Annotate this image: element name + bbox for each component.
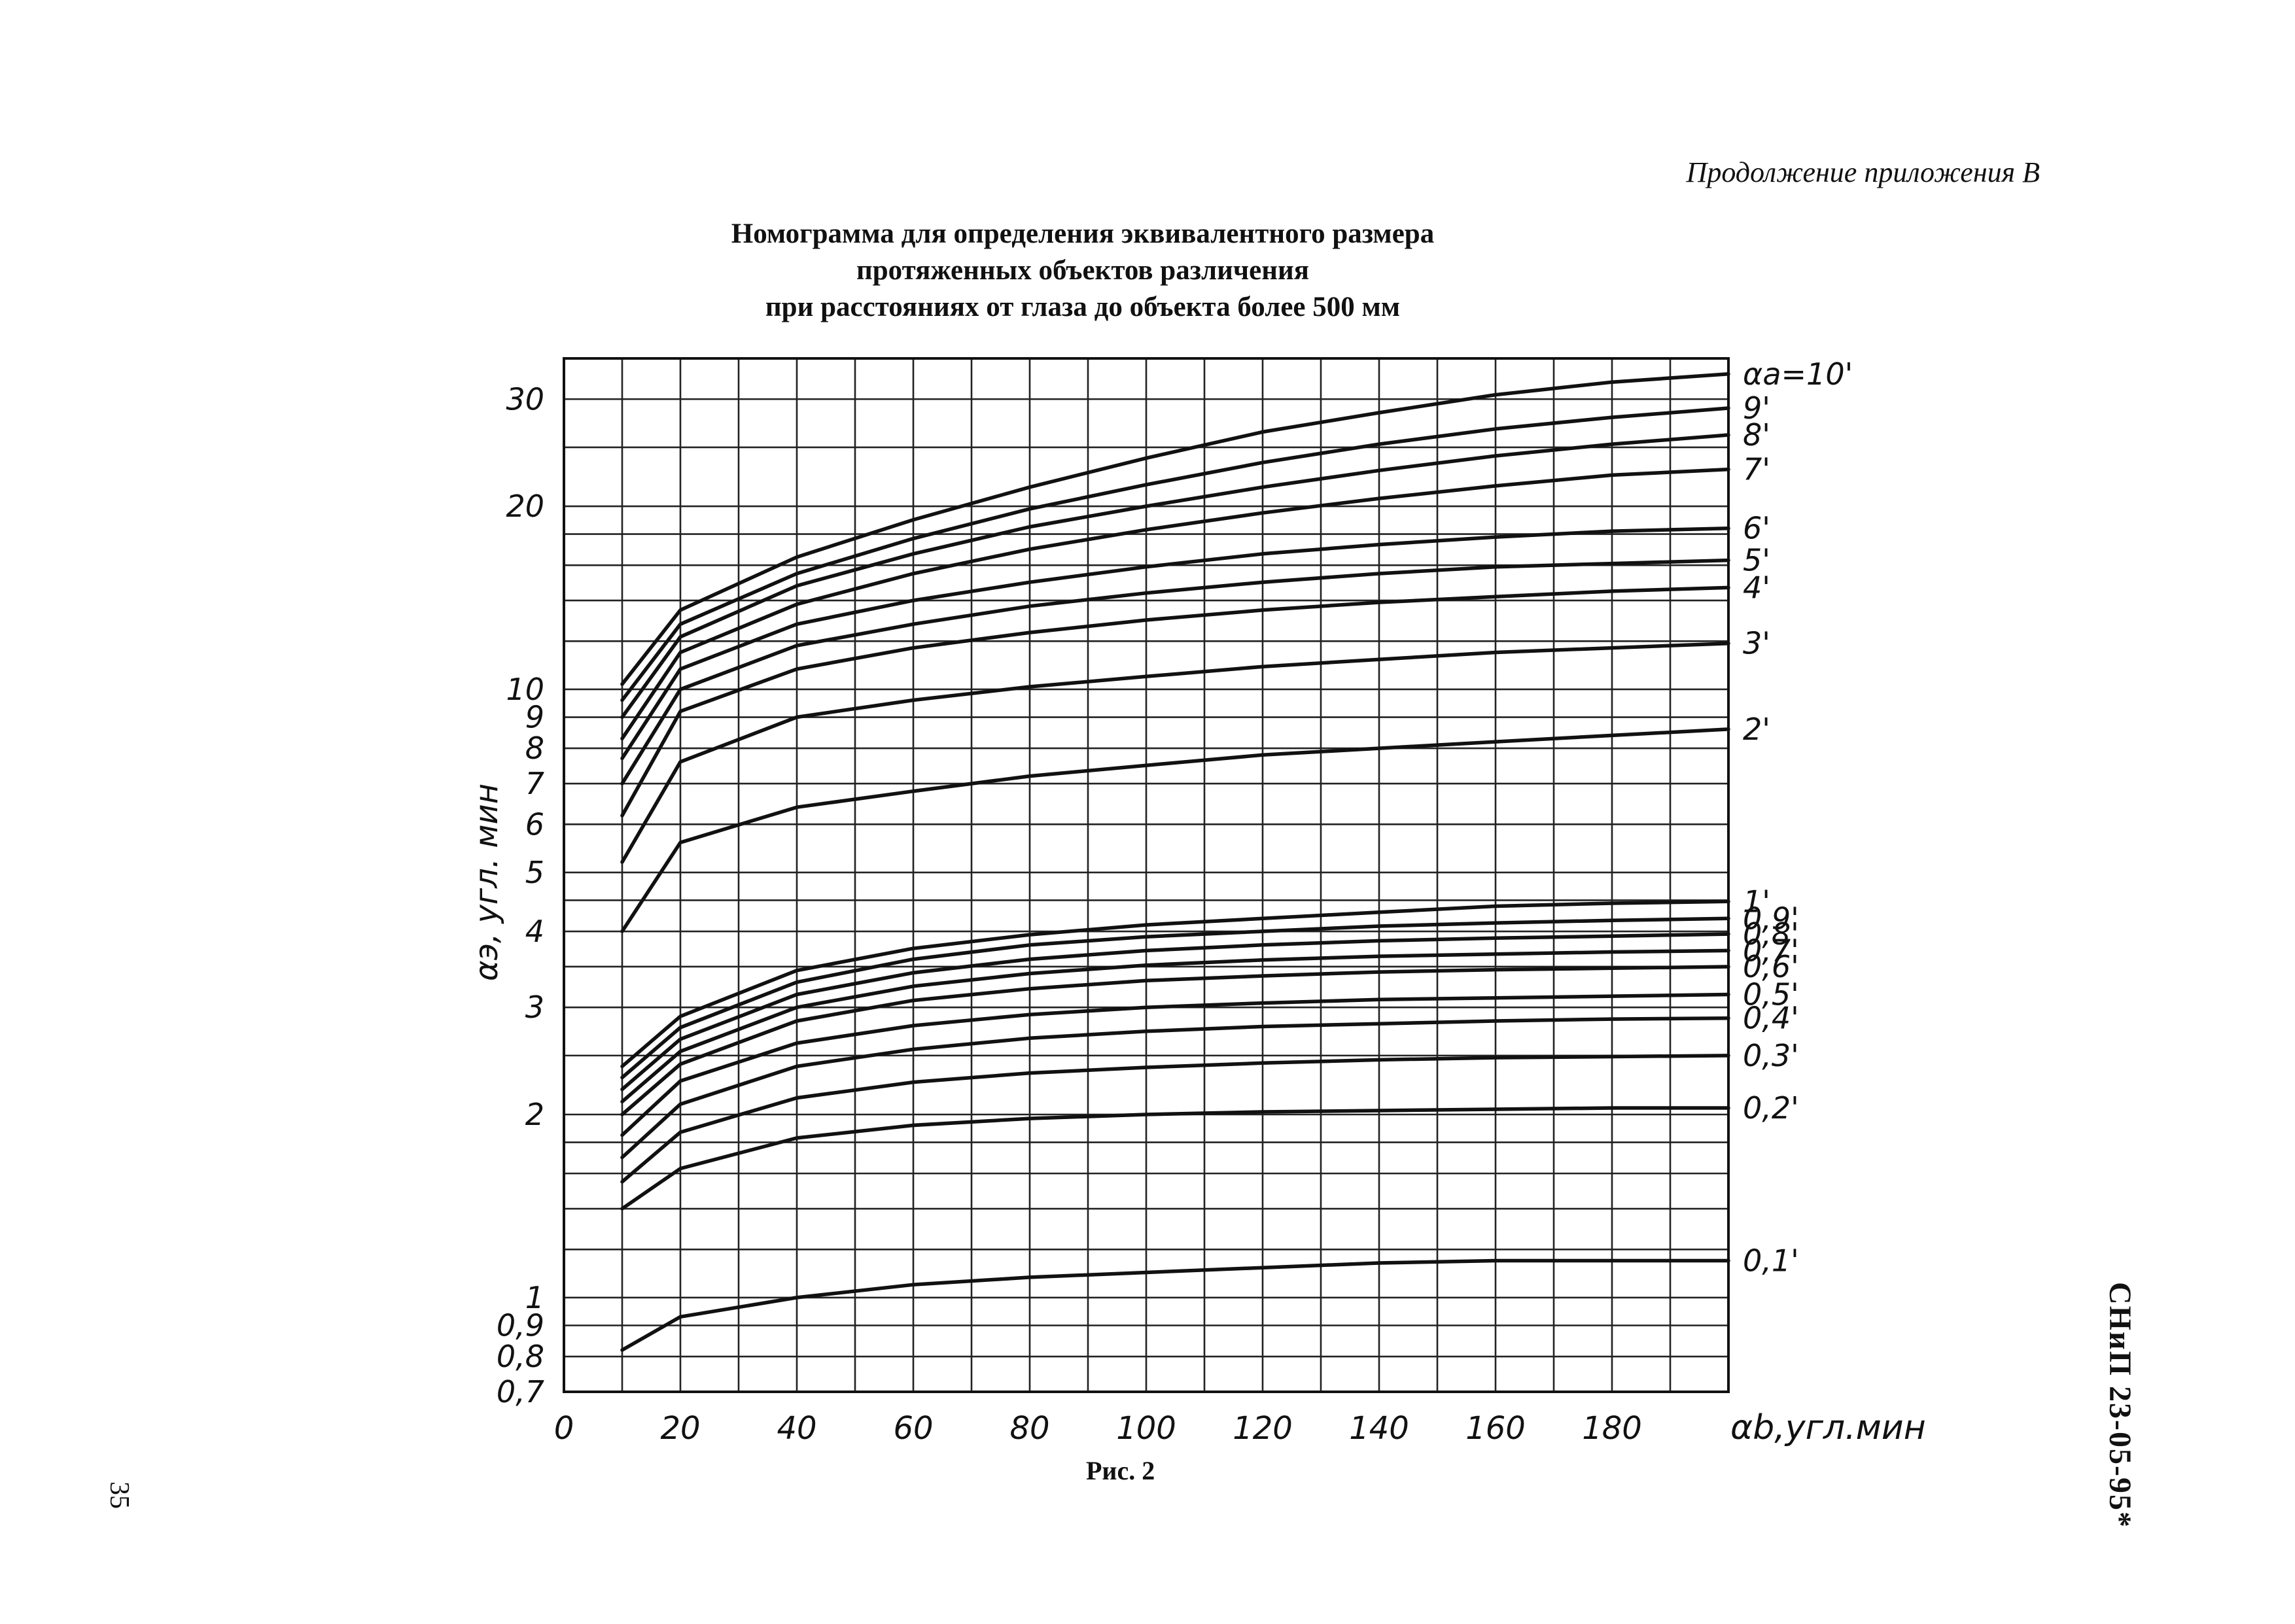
- series-label: 0,6': [1743, 949, 1799, 984]
- curve-series: [620, 992, 1730, 1137]
- curve-series: [620, 372, 1730, 686]
- curve-series: [620, 1016, 1730, 1160]
- series-label: 0,4': [1743, 1001, 1799, 1036]
- y-tick-label: 10: [506, 672, 544, 707]
- x-tick-label: 20: [660, 1410, 700, 1447]
- curve-series: [620, 1106, 1730, 1211]
- y-tick-label: 1: [525, 1280, 544, 1315]
- plot-border: [563, 357, 1730, 1393]
- y-tick-label: 30: [506, 381, 544, 417]
- series-label: 5': [1743, 543, 1770, 578]
- series-label: 9': [1743, 390, 1770, 426]
- x-tick-label: 60: [893, 1410, 933, 1447]
- plot-frame: [563, 357, 1730, 1393]
- curve-series: [620, 467, 1730, 740]
- series-label: 3': [1743, 626, 1770, 661]
- y-tick-label: 7: [525, 766, 544, 801]
- curve-series: [620, 948, 1730, 1104]
- series-label: 4': [1743, 570, 1770, 605]
- curve-series: [620, 1258, 1730, 1352]
- x-tick-label: 0: [554, 1410, 574, 1447]
- y-tick-label: 20: [506, 489, 544, 524]
- series-label: 0,5': [1743, 977, 1799, 1012]
- chart-title-line-1: Номограмма для определения эквивалентног…: [731, 218, 1435, 249]
- chart-title: Номограмма для определения эквивалентног…: [654, 216, 1511, 326]
- x-tick-label: 100: [1116, 1410, 1176, 1447]
- x-tick-labels: 0 20 40 60 80 100 120 140 160 180: [554, 1410, 1642, 1447]
- series-label: αa=10': [1743, 356, 1853, 392]
- y-tick-label: 0,8: [497, 1339, 544, 1374]
- curve-series: [620, 899, 1730, 1069]
- curves: [620, 372, 1730, 1352]
- series-label: 6': [1743, 511, 1770, 546]
- x-tick-label: 80: [1009, 1410, 1049, 1447]
- chart-title-line-2: протяженных объектов различения: [856, 255, 1310, 286]
- x-tick-label: 160: [1465, 1410, 1526, 1447]
- x-tick-label: 40: [777, 1410, 816, 1447]
- curve-series: [620, 1054, 1730, 1184]
- y-tick-label: 5: [525, 855, 544, 890]
- curve-series: [620, 526, 1730, 761]
- series-label: 0,1': [1743, 1243, 1799, 1278]
- y-tick-label: 2: [525, 1097, 544, 1132]
- series-label: 0,2': [1743, 1090, 1799, 1126]
- series-label: 8': [1743, 417, 1770, 453]
- series-label: 0,9': [1743, 901, 1799, 936]
- standard-code: СНиП 23-05-95*: [2103, 1282, 2137, 1529]
- curve-series: [620, 916, 1730, 1080]
- y-tick-label: 0,9: [497, 1307, 544, 1343]
- y-tick-label: 0,7: [497, 1374, 544, 1409]
- curve-series: [620, 406, 1730, 702]
- curve-series: [620, 727, 1730, 933]
- chart-title-line-3: при расстояниях от глаза до объекта боле…: [765, 292, 1401, 322]
- curve-series: [620, 641, 1730, 864]
- series-label: 1': [1743, 884, 1770, 919]
- series-labels: αa=10'9'8'7' 6'5'4' 3' 2' 1'0,9'0,8'0,7'0,6'…: [1743, 356, 1853, 1279]
- grid: [564, 358, 1728, 1392]
- series-label: 0,8': [1743, 916, 1799, 952]
- curve-series: [620, 558, 1730, 786]
- curve-series: [620, 932, 1730, 1092]
- x-axis-label: αb,угл.мин: [1730, 1408, 1926, 1447]
- y-tick-label: 9: [525, 700, 544, 735]
- curve-series: [620, 585, 1730, 818]
- y-tick-label: 6: [525, 806, 544, 842]
- curve-series: [620, 433, 1730, 719]
- series-label: 0,7': [1743, 933, 1799, 968]
- y-tick-label: 8: [525, 731, 544, 766]
- y-axis-label: αэ, угл. мин: [468, 784, 505, 981]
- y-tick-label: 4: [525, 914, 544, 949]
- page-number: 35: [104, 1481, 134, 1509]
- series-label: 7': [1743, 452, 1770, 487]
- series-label: 0,3': [1743, 1038, 1799, 1073]
- y-tick-label: 3: [525, 990, 544, 1025]
- figure-caption: Рис. 2: [1086, 1456, 1155, 1485]
- x-tick-label: 140: [1349, 1410, 1409, 1447]
- x-tick-label: 180: [1582, 1410, 1642, 1447]
- header-note: Продолжение приложения В: [1686, 156, 2040, 188]
- series-label: 2': [1743, 712, 1770, 747]
- curve-series: [620, 965, 1730, 1116]
- x-tick-label: 120: [1233, 1410, 1293, 1447]
